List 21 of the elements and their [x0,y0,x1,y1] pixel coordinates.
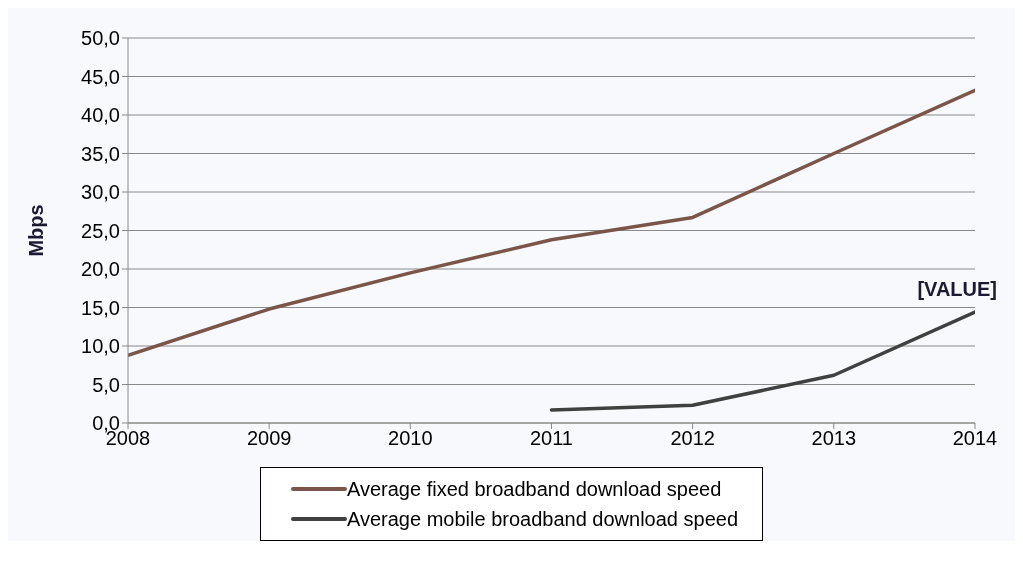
x-tick-label: 2009 [246,427,292,450]
x-tick-label: 2013 [811,427,857,450]
line-series [549,310,975,412]
legend-label: Average mobile broadband download speed [346,507,739,531]
y-tick-label: 25,0 [81,219,120,242]
y-tick-label: 50,0 [81,27,120,50]
legend-label: Average fixed broadband download speed [346,477,722,501]
y-tick-label: 40,0 [81,104,120,127]
annotation: [VALUE] [917,278,997,301]
x-tick-label: 2012 [670,427,715,450]
y-tick-label: 20,0 [81,258,120,281]
y-tick-label: 35,0 [81,142,120,165]
x-tick-label: 2011 [529,427,574,450]
y-tick-label: 30,0 [81,181,120,204]
y-tick-label: 15,0 [81,296,120,319]
y-tick-label: 45,0 [81,65,120,88]
y-tick-label: 5,0 [92,373,120,396]
x-tick-label: 2010 [388,427,433,450]
y-tick-label: 10,0 [81,335,120,358]
y-axis-title: Mbps [25,204,48,257]
x-tick-label: 2014 [952,427,998,450]
